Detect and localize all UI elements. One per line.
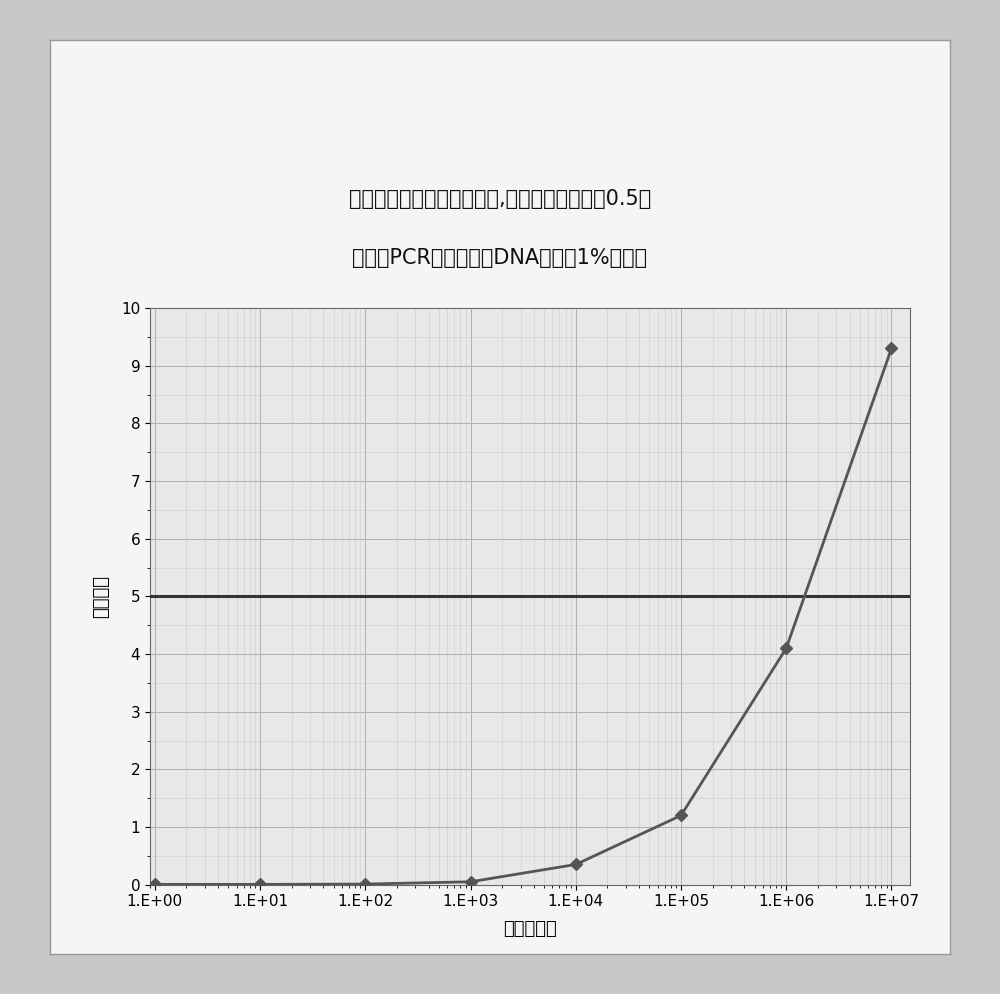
Text: 隔室数量所实现的标准偏差,用于在填充系数为0.5时: 隔室数量所实现的标准偏差,用于在填充系数为0.5时 (349, 189, 651, 209)
Y-axis label: 标准偏差: 标准偏差 (92, 575, 110, 618)
Text: 在数字PCR实验中辨别DNA浓度中1%的差异: 在数字PCR实验中辨别DNA浓度中1%的差异 (352, 248, 648, 268)
X-axis label: 隔室的数量: 隔室的数量 (503, 920, 557, 938)
